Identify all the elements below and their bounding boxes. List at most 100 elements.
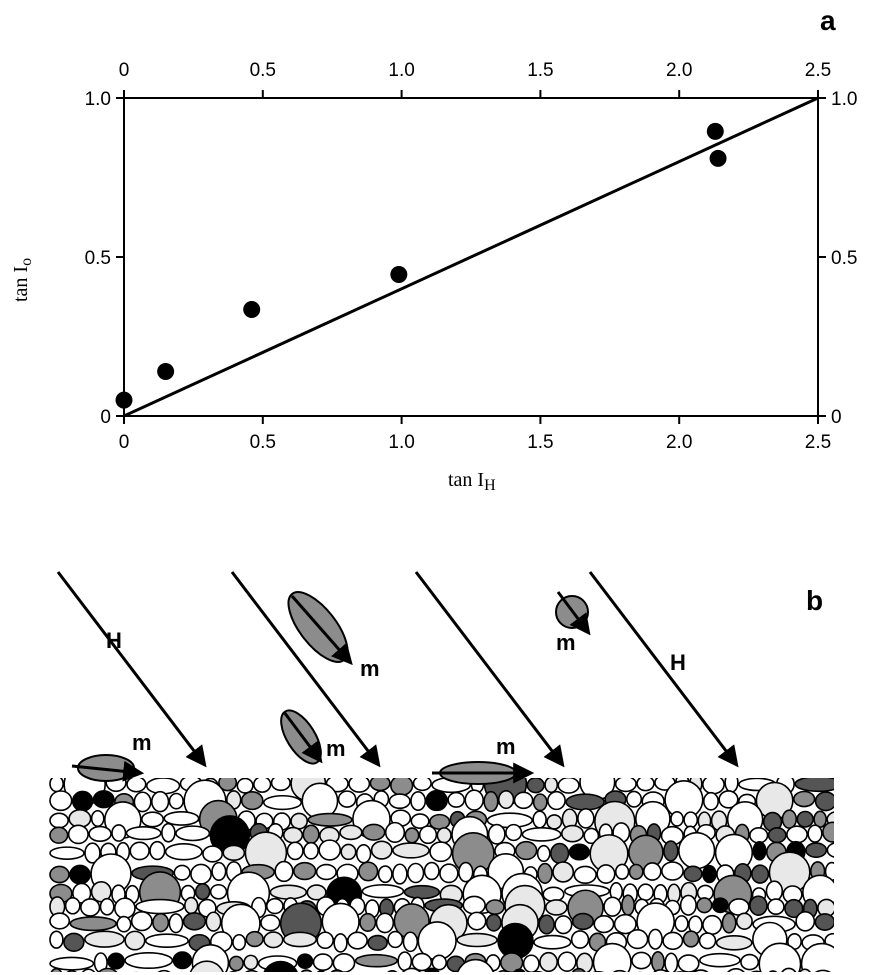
sediment-grain [439, 863, 459, 884]
field-arrow [588, 571, 739, 768]
sediment-grain [462, 895, 486, 915]
y-tick-label: 1.0 [85, 89, 111, 110]
sediment-grain [677, 954, 700, 972]
sediment-grain [513, 791, 534, 810]
sediment-grain [392, 863, 408, 885]
sediment-grain [163, 810, 200, 826]
sediment-grain [593, 915, 615, 934]
sediment-grain [228, 955, 244, 972]
sediment-grain [229, 971, 237, 972]
sediment-grain [765, 880, 784, 902]
sediment-grain [125, 825, 162, 841]
sediment-grain [362, 823, 386, 841]
sediment-grain [270, 778, 291, 792]
sediment-grain [369, 778, 391, 792]
sediment-grain [49, 846, 85, 860]
sediment-grain [521, 827, 562, 842]
sediment-grain [702, 791, 719, 811]
sediment-grain [514, 840, 538, 861]
sediment-grain [377, 865, 393, 884]
axis-ticks: 000.50.51.01.01.51.52.02.02.52.50 00.5 0.5… [85, 60, 858, 453]
sediment-grain [631, 951, 652, 970]
sediment-grain [315, 863, 337, 881]
sediment-grain [674, 915, 689, 933]
x-tick-label-top: 0.5 [250, 60, 276, 81]
x-tick-label-top: 0 [119, 60, 130, 81]
sediment-grain [786, 825, 808, 844]
sediment-grain [129, 841, 150, 861]
sediment-grain [552, 861, 575, 883]
sediment-grain [696, 897, 713, 914]
sediment-grain [282, 826, 304, 844]
sediment-grain [410, 813, 430, 829]
sediment-grain [370, 840, 393, 860]
moment-label: m [496, 734, 516, 759]
sediment-grain [173, 864, 191, 881]
sediment-grain [66, 970, 77, 972]
sediment-grain [161, 822, 176, 843]
sediment-grain [253, 778, 272, 793]
x-tick-label: 1.0 [388, 432, 414, 453]
sediment-grain [573, 865, 597, 884]
sediment-grain [245, 969, 259, 972]
sediment-grain [111, 824, 127, 842]
sediment-grain [157, 969, 171, 972]
sediment-grain [467, 911, 487, 931]
moment-arrow [556, 591, 591, 636]
sediment-grain [274, 860, 294, 883]
data-point [706, 122, 724, 140]
field-arrow [414, 571, 565, 768]
sediment-grain [724, 778, 739, 793]
sediment-grain [431, 954, 447, 971]
sediment-grain [614, 778, 637, 793]
sediment-grain [464, 789, 484, 811]
sediment-grain [182, 912, 207, 931]
sediment-grain [621, 894, 635, 916]
x-tick-label-top: 2.0 [666, 60, 692, 81]
sediment-grain [814, 913, 834, 931]
y-tick-label: 0.5 [85, 248, 111, 269]
sediment-grain [436, 827, 452, 844]
sediment-grain [347, 931, 368, 950]
sediment-grain [63, 932, 85, 952]
sediment-grain [822, 821, 834, 843]
sediment-grain [614, 863, 630, 880]
sediment-grain [660, 861, 684, 881]
sediment-grain [316, 970, 325, 972]
sediment-grain [835, 918, 869, 931]
sediment-grain [90, 809, 105, 828]
sediment-grain [505, 823, 523, 842]
data-point [115, 391, 133, 409]
sediment-grain [98, 967, 118, 972]
x-tick-label: 0 [119, 432, 130, 453]
sediment-grain [533, 934, 572, 950]
sediment-grain [626, 929, 649, 950]
sediment-grain [263, 931, 284, 949]
sediment-grain [81, 968, 96, 972]
sediment-grain [805, 842, 828, 859]
field-label: H [106, 628, 122, 653]
sediment-grain [332, 953, 356, 972]
sediment-grain [793, 790, 816, 808]
sediment-grain [130, 911, 153, 932]
sediment-grain [767, 898, 785, 916]
sediment-grain [392, 842, 430, 859]
sediment-grain [596, 864, 616, 884]
moment-arrow [71, 760, 145, 782]
sediment-grain [149, 840, 166, 861]
sediment-grain [390, 778, 414, 797]
sediment-grain [141, 811, 165, 828]
sediment-grain [664, 779, 704, 820]
field-label: H [670, 650, 686, 675]
sediment-grain [418, 825, 438, 845]
sediment-grain [735, 912, 753, 930]
sediment-grain [423, 861, 440, 881]
sediment-grain [533, 971, 543, 972]
sediment-grain [113, 897, 136, 919]
x-axis-label: tan IH [448, 469, 496, 494]
sediment-grain [330, 969, 344, 972]
sediment-grain [92, 790, 115, 809]
sediment-grain [340, 843, 357, 861]
y-axis-label: tan Io [10, 258, 35, 302]
sediment-grain [675, 971, 685, 972]
